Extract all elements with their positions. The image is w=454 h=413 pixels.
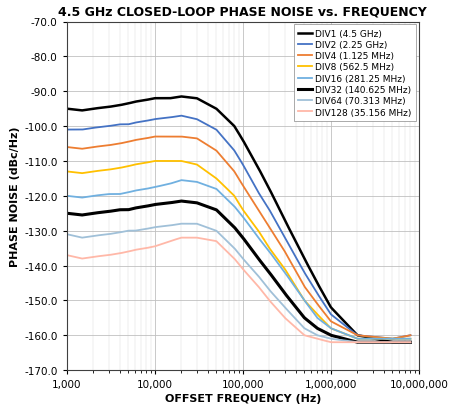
DIV4 (1.125 MHz) bbox=[153, 135, 158, 140]
Legend: DIV1 (4.5 GHz), DIV2 (2.25 GHz), DIV4 (1.125 MHz), DIV8 (562.5 MHz), DIV16 (281.: DIV1 (4.5 GHz), DIV2 (2.25 GHz), DIV4 (1… bbox=[294, 25, 416, 122]
DIV16 (281.25 MHz) bbox=[153, 185, 158, 190]
DIV2 (2.25 GHz) bbox=[64, 128, 69, 133]
DIV128 (35.156 MHz) bbox=[179, 235, 184, 240]
DIV8 (562.5 MHz) bbox=[153, 159, 158, 164]
DIV64 (70.313 MHz) bbox=[408, 340, 413, 345]
DIV32 (140.625 MHz) bbox=[179, 199, 184, 204]
Line: DIV2 (2.25 GHz): DIV2 (2.25 GHz) bbox=[67, 116, 410, 339]
DIV32 (140.625 MHz) bbox=[220, 214, 226, 219]
Line: DIV32 (140.625 MHz): DIV32 (140.625 MHz) bbox=[67, 202, 410, 342]
DIV1 (4.5 GHz) bbox=[153, 97, 158, 102]
DIV4 (1.125 MHz) bbox=[294, 271, 300, 276]
DIV2 (2.25 GHz) bbox=[323, 305, 329, 310]
Line: DIV8 (562.5 MHz): DIV8 (562.5 MHz) bbox=[67, 161, 410, 339]
DIV128 (35.156 MHz) bbox=[153, 244, 158, 249]
DIV32 (140.625 MHz) bbox=[355, 340, 360, 345]
DIV8 (562.5 MHz) bbox=[408, 337, 413, 342]
Line: DIV1 (4.5 GHz): DIV1 (4.5 GHz) bbox=[67, 97, 410, 342]
DIV4 (1.125 MHz) bbox=[64, 145, 69, 150]
DIV1 (4.5 GHz) bbox=[294, 242, 300, 247]
DIV1 (4.5 GHz) bbox=[390, 340, 395, 345]
DIV64 (70.313 MHz) bbox=[355, 340, 360, 345]
DIV128 (35.156 MHz) bbox=[329, 340, 334, 345]
DIV64 (70.313 MHz) bbox=[267, 288, 272, 293]
DIV4 (1.125 MHz) bbox=[267, 226, 272, 231]
DIV4 (1.125 MHz) bbox=[323, 313, 329, 318]
DIV2 (2.25 GHz) bbox=[125, 123, 130, 128]
DIV128 (35.156 MHz) bbox=[267, 299, 272, 304]
DIV128 (35.156 MHz) bbox=[408, 340, 413, 345]
DIV8 (562.5 MHz) bbox=[153, 159, 158, 164]
DIV8 (562.5 MHz) bbox=[294, 286, 300, 291]
DIV8 (562.5 MHz) bbox=[267, 247, 272, 252]
DIV4 (1.125 MHz) bbox=[408, 333, 413, 338]
DIV8 (562.5 MHz) bbox=[220, 183, 226, 188]
DIV32 (140.625 MHz) bbox=[125, 208, 130, 213]
DIV2 (2.25 GHz) bbox=[220, 135, 226, 140]
DIV16 (281.25 MHz) bbox=[64, 194, 69, 199]
DIV16 (281.25 MHz) bbox=[294, 287, 300, 292]
DIV32 (140.625 MHz) bbox=[153, 202, 158, 207]
DIV128 (35.156 MHz) bbox=[64, 253, 69, 258]
DIV64 (70.313 MHz) bbox=[125, 229, 130, 234]
DIV16 (281.25 MHz) bbox=[408, 337, 413, 342]
DIV64 (70.313 MHz) bbox=[294, 318, 300, 323]
DIV16 (281.25 MHz) bbox=[125, 190, 130, 195]
DIV64 (70.313 MHz) bbox=[179, 222, 184, 227]
DIV32 (140.625 MHz) bbox=[294, 306, 300, 311]
DIV1 (4.5 GHz) bbox=[220, 113, 226, 118]
X-axis label: OFFSET FREQUENCY (Hz): OFFSET FREQUENCY (Hz) bbox=[165, 393, 321, 404]
DIV2 (2.25 GHz) bbox=[179, 114, 184, 119]
DIV4 (1.125 MHz) bbox=[220, 156, 226, 161]
DIV16 (281.25 MHz) bbox=[323, 322, 329, 327]
DIV64 (70.313 MHz) bbox=[220, 235, 226, 240]
DIV16 (281.25 MHz) bbox=[179, 178, 184, 183]
DIV32 (140.625 MHz) bbox=[267, 271, 272, 276]
DIV128 (35.156 MHz) bbox=[323, 339, 329, 344]
DIV64 (70.313 MHz) bbox=[153, 225, 158, 230]
DIV2 (2.25 GHz) bbox=[408, 333, 413, 338]
DIV32 (140.625 MHz) bbox=[323, 330, 329, 335]
DIV1 (4.5 GHz) bbox=[267, 188, 272, 193]
DIV64 (70.313 MHz) bbox=[323, 335, 329, 340]
DIV2 (2.25 GHz) bbox=[267, 209, 272, 214]
DIV8 (562.5 MHz) bbox=[125, 164, 130, 169]
DIV128 (35.156 MHz) bbox=[220, 245, 226, 250]
DIV1 (4.5 GHz) bbox=[64, 107, 69, 112]
DIV2 (2.25 GHz) bbox=[153, 117, 158, 122]
Line: DIV4 (1.125 MHz): DIV4 (1.125 MHz) bbox=[67, 137, 410, 339]
DIV128 (35.156 MHz) bbox=[294, 326, 300, 331]
DIV32 (140.625 MHz) bbox=[408, 340, 413, 345]
DIV2 (2.25 GHz) bbox=[390, 337, 395, 342]
DIV16 (281.25 MHz) bbox=[355, 337, 360, 342]
Line: DIV128 (35.156 MHz): DIV128 (35.156 MHz) bbox=[67, 238, 410, 342]
Line: DIV64 (70.313 MHz): DIV64 (70.313 MHz) bbox=[67, 224, 410, 342]
DIV128 (35.156 MHz) bbox=[125, 249, 130, 254]
DIV8 (562.5 MHz) bbox=[355, 337, 360, 342]
DIV1 (4.5 GHz) bbox=[125, 102, 130, 107]
DIV8 (562.5 MHz) bbox=[64, 169, 69, 174]
DIV32 (140.625 MHz) bbox=[64, 211, 69, 216]
DIV1 (4.5 GHz) bbox=[408, 340, 413, 345]
DIV1 (4.5 GHz) bbox=[323, 297, 329, 301]
DIV4 (1.125 MHz) bbox=[125, 140, 130, 145]
Line: DIV16 (281.25 MHz): DIV16 (281.25 MHz) bbox=[67, 181, 410, 339]
DIV1 (4.5 GHz) bbox=[179, 95, 184, 100]
DIV16 (281.25 MHz) bbox=[267, 250, 272, 255]
DIV64 (70.313 MHz) bbox=[64, 232, 69, 237]
Title: 4.5 GHz CLOSED-LOOP PHASE NOISE vs. FREQUENCY: 4.5 GHz CLOSED-LOOP PHASE NOISE vs. FREQ… bbox=[59, 5, 427, 19]
DIV4 (1.125 MHz) bbox=[153, 135, 158, 140]
DIV2 (2.25 GHz) bbox=[294, 257, 300, 262]
Y-axis label: PHASE NOISE (dBc/Hz): PHASE NOISE (dBc/Hz) bbox=[10, 126, 20, 266]
DIV4 (1.125 MHz) bbox=[390, 337, 395, 342]
DIV16 (281.25 MHz) bbox=[220, 193, 226, 198]
DIV8 (562.5 MHz) bbox=[323, 321, 329, 326]
